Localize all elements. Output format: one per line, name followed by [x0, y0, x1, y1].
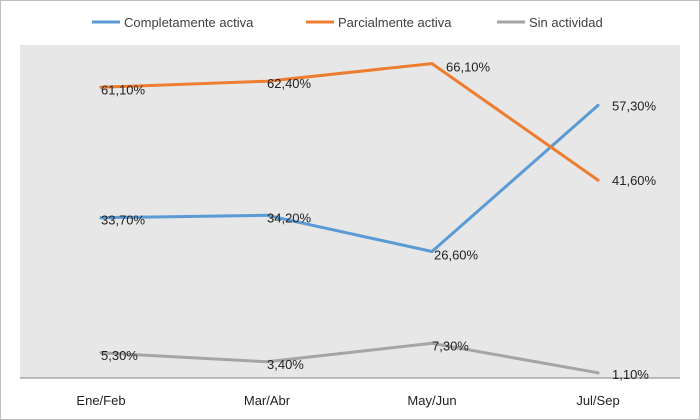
legend-label-1: Parcialmente activa — [338, 15, 452, 30]
data-label-1-0: 61,10% — [101, 82, 146, 97]
data-point-1-1 — [265, 79, 269, 83]
data-labels-layer: 33,70% 34,20% 26,60% 57,30% 61,10% 62,40% 66,1… — [101, 60, 657, 382]
legend-label-0: Completamente activa — [124, 15, 254, 30]
data-point-2-3 — [596, 371, 600, 375]
plot-area — [20, 45, 680, 378]
x-tick-label-3: Jul/Sep — [576, 393, 619, 408]
series-line-0 — [99, 103, 600, 253]
series-line-1 — [99, 62, 600, 182]
x-tick-label-0: Ene/Feb — [76, 393, 125, 408]
data-label-2-0: 5,30% — [101, 348, 138, 363]
data-label-1-2: 66,10% — [446, 60, 491, 75]
x-tick-label-1: Mar/Abr — [244, 393, 291, 408]
data-point-1-2 — [430, 62, 434, 66]
data-point-1-3 — [596, 178, 600, 182]
data-label-0-2: 26,60% — [434, 248, 479, 263]
data-label-2-2: 7,30% — [432, 338, 469, 353]
series-line-2 — [99, 341, 600, 375]
data-point-0-1 — [265, 213, 269, 217]
data-label-1-3: 41,60% — [612, 173, 657, 188]
data-point-0-2 — [430, 250, 434, 253]
data-label-2-1: 3,40% — [267, 357, 304, 372]
data-point-0-3 — [596, 103, 600, 107]
data-label-0-3: 57,30% — [612, 98, 657, 113]
legend-label-2: Sin actividad — [529, 15, 603, 30]
data-point-2-2 — [430, 341, 434, 345]
data-point-1-0 — [99, 85, 103, 89]
x-tick-label-2: May/Jun — [407, 393, 456, 408]
x-axis-ticks: Ene/Feb Mar/Abr May/Jun Jul/Sep — [76, 393, 619, 408]
data-point-2-0 — [99, 351, 103, 355]
legend: Completamente activa Parcialmente activa S… — [92, 15, 603, 30]
data-label-2-3: 1,10% — [612, 367, 649, 382]
data-point-0-0 — [99, 216, 103, 220]
data-point-2-1 — [265, 360, 269, 364]
data-label-0-1: 34,20% — [267, 210, 312, 225]
data-label-1-1: 62,40% — [267, 76, 312, 91]
data-label-0-0: 33,70% — [101, 213, 146, 228]
series-layer — [99, 62, 600, 375]
